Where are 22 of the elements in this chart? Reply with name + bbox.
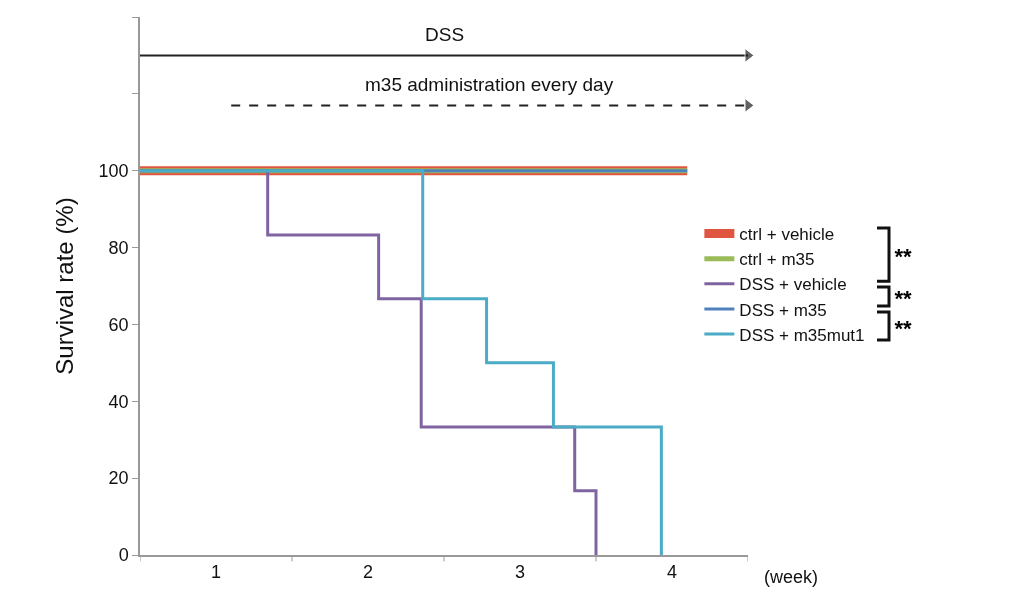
legend-label: ctrl + m35 (739, 250, 815, 270)
text: ** (894, 286, 912, 312)
y-tick-label: 60 (108, 314, 129, 335)
text: ** (894, 244, 912, 270)
y-tick-label: 0 (118, 545, 129, 566)
legend-label: DSS + m35 (739, 300, 827, 320)
legend-label: ctrl + vehicle (739, 225, 835, 245)
y-tick-label: 40 (108, 391, 129, 412)
series-label: m35 administration every day (365, 74, 614, 95)
x-tick-label: 4 (666, 562, 678, 583)
text: ** (894, 315, 912, 341)
y-tick-label: 20 (108, 468, 129, 489)
y-tick-label: 100 (98, 161, 129, 182)
y-axis-title: Survival rate (%) (51, 197, 79, 375)
x-axis-title: (week) (764, 567, 819, 587)
legend-label: DSS + vehicle (739, 275, 847, 295)
x-tick-label: 2 (362, 562, 374, 583)
x-tick-label: 1 (210, 562, 222, 583)
legend-label: DSS + m35mut1 (739, 325, 865, 345)
series-label: DSS (425, 24, 465, 45)
x-tick-label: 3 (514, 562, 526, 583)
y-tick-label: 80 (108, 237, 129, 258)
